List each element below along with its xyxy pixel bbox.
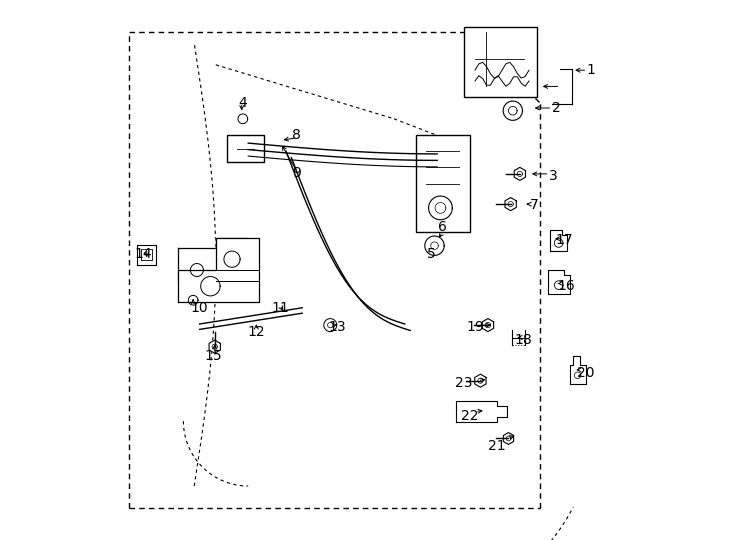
Polygon shape	[475, 374, 486, 387]
Polygon shape	[504, 433, 514, 444]
Polygon shape	[137, 245, 156, 265]
Text: 18: 18	[515, 333, 532, 347]
Text: 19: 19	[466, 320, 484, 334]
Text: 6: 6	[438, 220, 447, 234]
Text: 12: 12	[247, 325, 265, 339]
Polygon shape	[550, 230, 567, 251]
Text: 17: 17	[556, 233, 573, 247]
Text: 23: 23	[456, 376, 473, 390]
Polygon shape	[514, 167, 526, 180]
Text: 7: 7	[530, 198, 539, 212]
Polygon shape	[178, 238, 248, 281]
Polygon shape	[570, 356, 586, 384]
Text: 14: 14	[134, 247, 152, 261]
Polygon shape	[482, 319, 494, 332]
Polygon shape	[548, 270, 570, 294]
Polygon shape	[505, 198, 516, 211]
Text: 10: 10	[191, 301, 208, 315]
Text: 9: 9	[292, 166, 301, 180]
Text: 1: 1	[586, 63, 595, 77]
Text: 13: 13	[329, 320, 346, 334]
Polygon shape	[178, 238, 259, 302]
Text: 4: 4	[239, 96, 247, 110]
Text: 8: 8	[292, 128, 301, 142]
Text: 16: 16	[558, 279, 575, 293]
Polygon shape	[456, 401, 507, 422]
Text: 21: 21	[488, 438, 506, 453]
Text: 11: 11	[272, 301, 289, 315]
FancyBboxPatch shape	[227, 135, 264, 162]
FancyBboxPatch shape	[464, 27, 537, 97]
Text: 15: 15	[204, 349, 222, 363]
Polygon shape	[209, 340, 220, 353]
Text: 20: 20	[577, 366, 595, 380]
Text: 22: 22	[461, 409, 479, 423]
Text: 3: 3	[549, 168, 558, 183]
Text: 2: 2	[552, 101, 560, 115]
Text: 5: 5	[427, 247, 436, 261]
FancyBboxPatch shape	[415, 135, 470, 232]
